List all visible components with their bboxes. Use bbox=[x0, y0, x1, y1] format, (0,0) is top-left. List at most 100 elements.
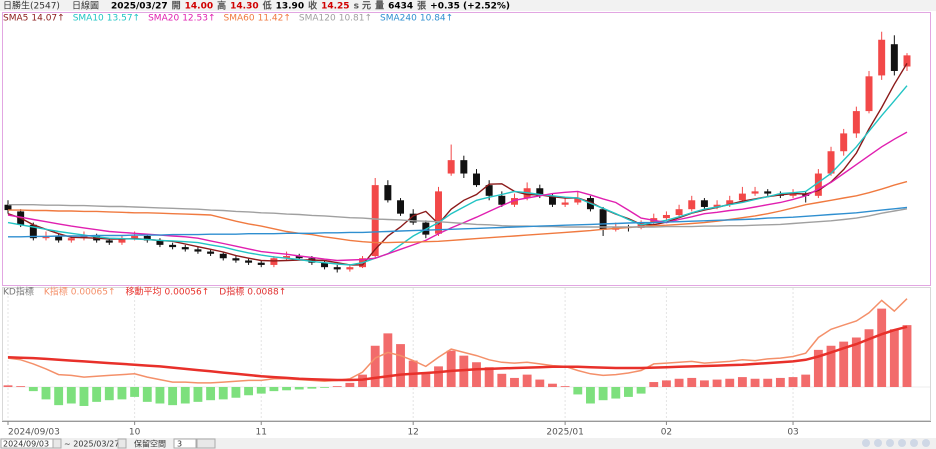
end-date-dropdown[interactable] bbox=[117, 438, 127, 449]
histogram-bar bbox=[826, 345, 836, 387]
x-tick-label: 2025/01 bbox=[546, 428, 583, 438]
candle-body bbox=[143, 235, 151, 241]
candle-body bbox=[321, 262, 329, 268]
start-date-dropdown[interactable] bbox=[52, 438, 62, 449]
header-item: s 元 bbox=[354, 1, 372, 12]
histogram-bar bbox=[839, 341, 849, 387]
legend-value: 13.57↑ bbox=[107, 14, 140, 24]
header-item: 收 bbox=[308, 0, 317, 12]
indicator-line bbox=[7, 325, 908, 382]
x-tick-label: 10 bbox=[129, 428, 141, 438]
histogram-bar bbox=[16, 386, 26, 387]
legend-value: 11.42↑ bbox=[258, 14, 291, 24]
reserve-label: 保留空間 bbox=[134, 439, 166, 449]
candle-body bbox=[55, 235, 63, 241]
histogram-bar bbox=[294, 387, 304, 390]
candle-body bbox=[473, 173, 480, 186]
candle-body bbox=[118, 238, 126, 243]
histogram-bar bbox=[218, 387, 228, 400]
candle-body bbox=[548, 195, 556, 205]
histogram-bar bbox=[269, 387, 279, 392]
histogram-bar bbox=[282, 387, 291, 391]
header-item: 日線圖 bbox=[72, 0, 99, 12]
indicator-legend-name: D指標 bbox=[219, 286, 244, 298]
histogram-bar bbox=[611, 387, 621, 399]
histogram-bar bbox=[28, 387, 38, 392]
histogram-bar bbox=[79, 387, 89, 406]
histogram-bar bbox=[370, 345, 380, 387]
candle-body bbox=[207, 251, 215, 254]
histogram-bar bbox=[332, 386, 342, 387]
zoom-button[interactable] bbox=[886, 439, 894, 447]
candle-body bbox=[29, 224, 37, 239]
histogram-bar bbox=[130, 387, 140, 397]
zoom-button[interactable] bbox=[862, 439, 870, 447]
header-item: 高 bbox=[217, 0, 226, 12]
candle-body bbox=[67, 238, 75, 241]
candle-body bbox=[840, 133, 848, 152]
histogram-bar bbox=[851, 337, 861, 387]
candle-body bbox=[662, 214, 670, 219]
candle-body bbox=[245, 260, 253, 263]
candle-body bbox=[169, 244, 177, 248]
candle-body bbox=[827, 151, 835, 174]
candle-body bbox=[435, 191, 442, 234]
candle-body bbox=[700, 200, 708, 207]
zoom-button[interactable] bbox=[898, 439, 906, 447]
reserve-value: 3 bbox=[177, 440, 182, 449]
candle-body bbox=[156, 240, 164, 245]
header-item: 低 bbox=[262, 0, 272, 12]
toolbar bbox=[0, 438, 936, 449]
candle-body bbox=[131, 235, 139, 239]
reserve-spinner[interactable] bbox=[196, 438, 216, 449]
header-item: 14.30 bbox=[230, 2, 258, 12]
main-panel bbox=[2, 12, 931, 286]
candle-body bbox=[409, 213, 417, 223]
candle-body bbox=[105, 240, 113, 243]
indicator-legend-value: 0.00065↑ bbox=[71, 288, 116, 298]
zoom-button[interactable] bbox=[922, 439, 930, 447]
histogram-bar bbox=[522, 374, 532, 387]
x-tick-label: 2024/09/03 bbox=[8, 428, 60, 438]
histogram-bar bbox=[117, 387, 127, 400]
candle-body bbox=[371, 185, 379, 257]
histogram-bar bbox=[244, 387, 254, 396]
candle-body bbox=[878, 39, 886, 76]
candle-body bbox=[890, 44, 898, 71]
histogram-bar bbox=[92, 387, 102, 402]
histogram-bar bbox=[535, 379, 545, 387]
reserve-input[interactable] bbox=[173, 438, 197, 449]
histogram-bar bbox=[560, 386, 570, 387]
histogram-bar bbox=[142, 387, 152, 402]
header-item: 張 bbox=[417, 0, 427, 12]
zoom-button[interactable] bbox=[910, 439, 918, 447]
header-item: 2025/03/27 bbox=[111, 2, 168, 12]
histogram-bar bbox=[699, 380, 709, 387]
histogram-bar bbox=[256, 387, 266, 394]
histogram-bar bbox=[598, 387, 608, 401]
candle-body bbox=[751, 191, 759, 194]
candle-body bbox=[346, 267, 354, 270]
indicator-panel bbox=[2, 287, 931, 421]
candle-body bbox=[257, 262, 265, 265]
histogram-bar bbox=[3, 385, 13, 387]
histogram-bar bbox=[180, 387, 190, 404]
histogram-bar bbox=[624, 387, 633, 397]
candle-body bbox=[181, 247, 189, 250]
candle-body bbox=[713, 204, 721, 207]
legend-name: SMA20 bbox=[148, 14, 179, 24]
ma-line bbox=[7, 85, 908, 266]
histogram-bar bbox=[586, 387, 595, 404]
histogram-bar bbox=[383, 333, 393, 387]
candle-body bbox=[675, 209, 683, 215]
histogram-bar bbox=[484, 367, 494, 387]
zoom-button[interactable] bbox=[874, 439, 882, 447]
histogram-bar bbox=[307, 387, 317, 389]
candle-body bbox=[333, 267, 341, 270]
candle-body bbox=[688, 200, 696, 210]
end-date[interactable]: ~ 2025/03/27 bbox=[64, 440, 119, 449]
legend-name: SMA240 bbox=[380, 14, 417, 24]
histogram-bar bbox=[104, 387, 114, 401]
histogram-bar bbox=[712, 379, 722, 387]
